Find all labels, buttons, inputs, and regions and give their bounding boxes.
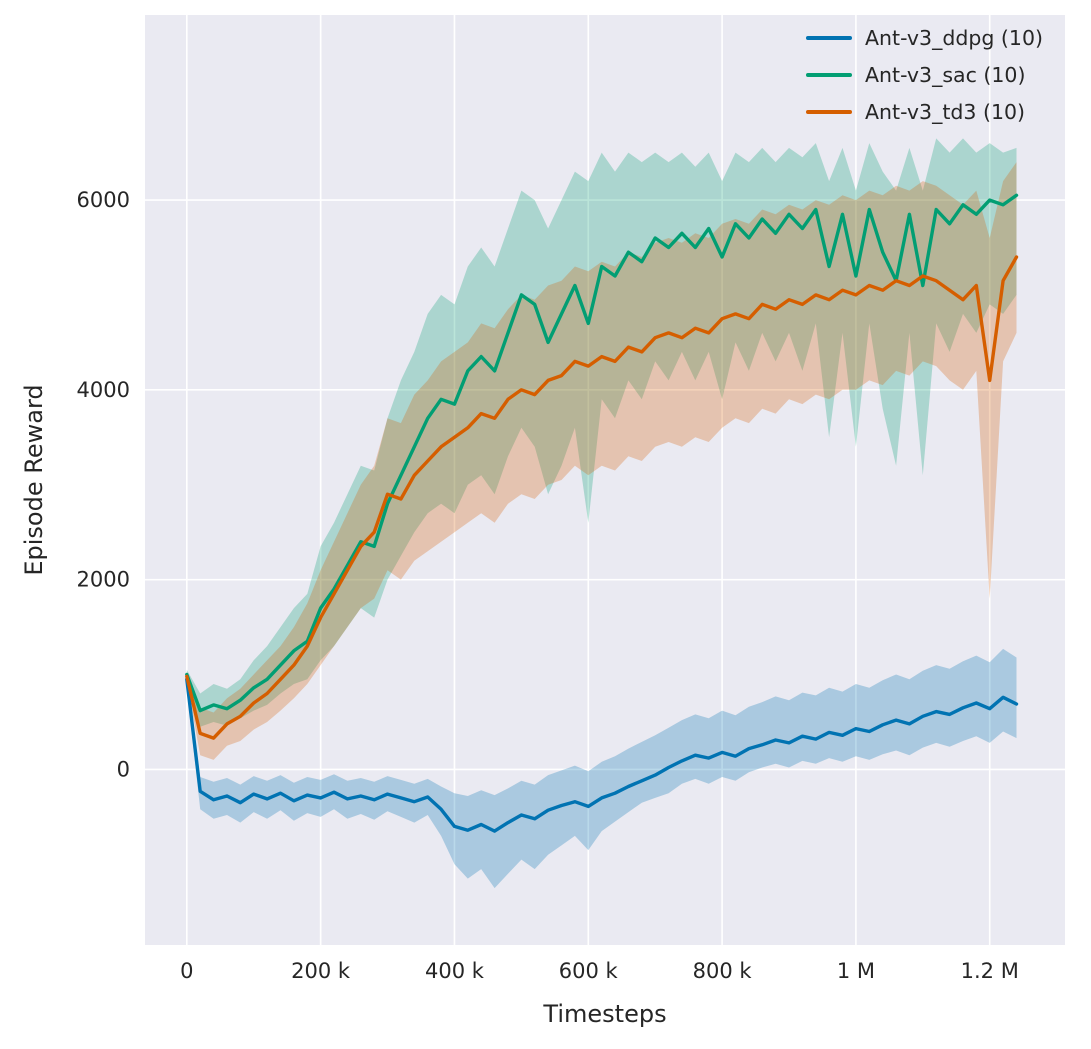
x-tick-label: 200 k — [291, 959, 351, 983]
legend-line-swatch — [806, 35, 853, 41]
legend-item: Ant-v3_td3 (10) — [806, 100, 1043, 124]
legend-item: Ant-v3_ddpg (10) — [806, 26, 1043, 50]
legend: Ant-v3_ddpg (10) Ant-v3_sac (10) Ant-v3_td… — [806, 26, 1043, 124]
series-line — [185, 193, 1019, 713]
x-tick-label: 1.2 M — [961, 959, 1019, 983]
lines-layer — [185, 193, 1019, 833]
plot-area — [145, 15, 1065, 945]
confidence-band — [186, 162, 1017, 760]
y-tick-label: 2000 — [77, 568, 130, 592]
y-tick-label: 6000 — [77, 188, 130, 212]
legend-item: Ant-v3_sac (10) — [806, 63, 1043, 87]
y-tick-label: 0 — [117, 757, 130, 781]
x-axis-label: Timesteps — [543, 1000, 667, 1028]
confidence-band — [186, 648, 1017, 889]
y-tick-label: 4000 — [77, 378, 130, 402]
x-tick-label: 0 — [180, 959, 193, 983]
legend-label: Ant-v3_sac (10) — [865, 63, 1026, 87]
x-tick-label: 800 k — [693, 959, 753, 983]
series-line — [185, 255, 1019, 740]
x-tick-label: 600 k — [559, 959, 619, 983]
legend-label: Ant-v3_td3 (10) — [865, 100, 1026, 124]
y-axis-label: Episode Reward — [20, 384, 48, 576]
x-tick-label: 400 k — [425, 959, 485, 983]
x-tick-label: 1 M — [837, 959, 875, 983]
legend-line-swatch — [806, 109, 853, 115]
confidence-band — [186, 138, 1017, 727]
bands-layer — [186, 138, 1017, 889]
legend-label: Ant-v3_ddpg (10) — [865, 26, 1043, 50]
legend-line-swatch — [806, 72, 853, 78]
series-line — [185, 677, 1019, 833]
